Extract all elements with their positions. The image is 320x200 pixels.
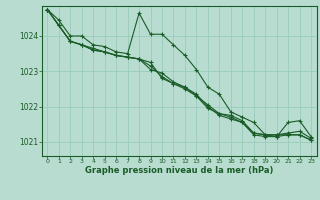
X-axis label: Graphe pression niveau de la mer (hPa): Graphe pression niveau de la mer (hPa) bbox=[85, 166, 273, 175]
